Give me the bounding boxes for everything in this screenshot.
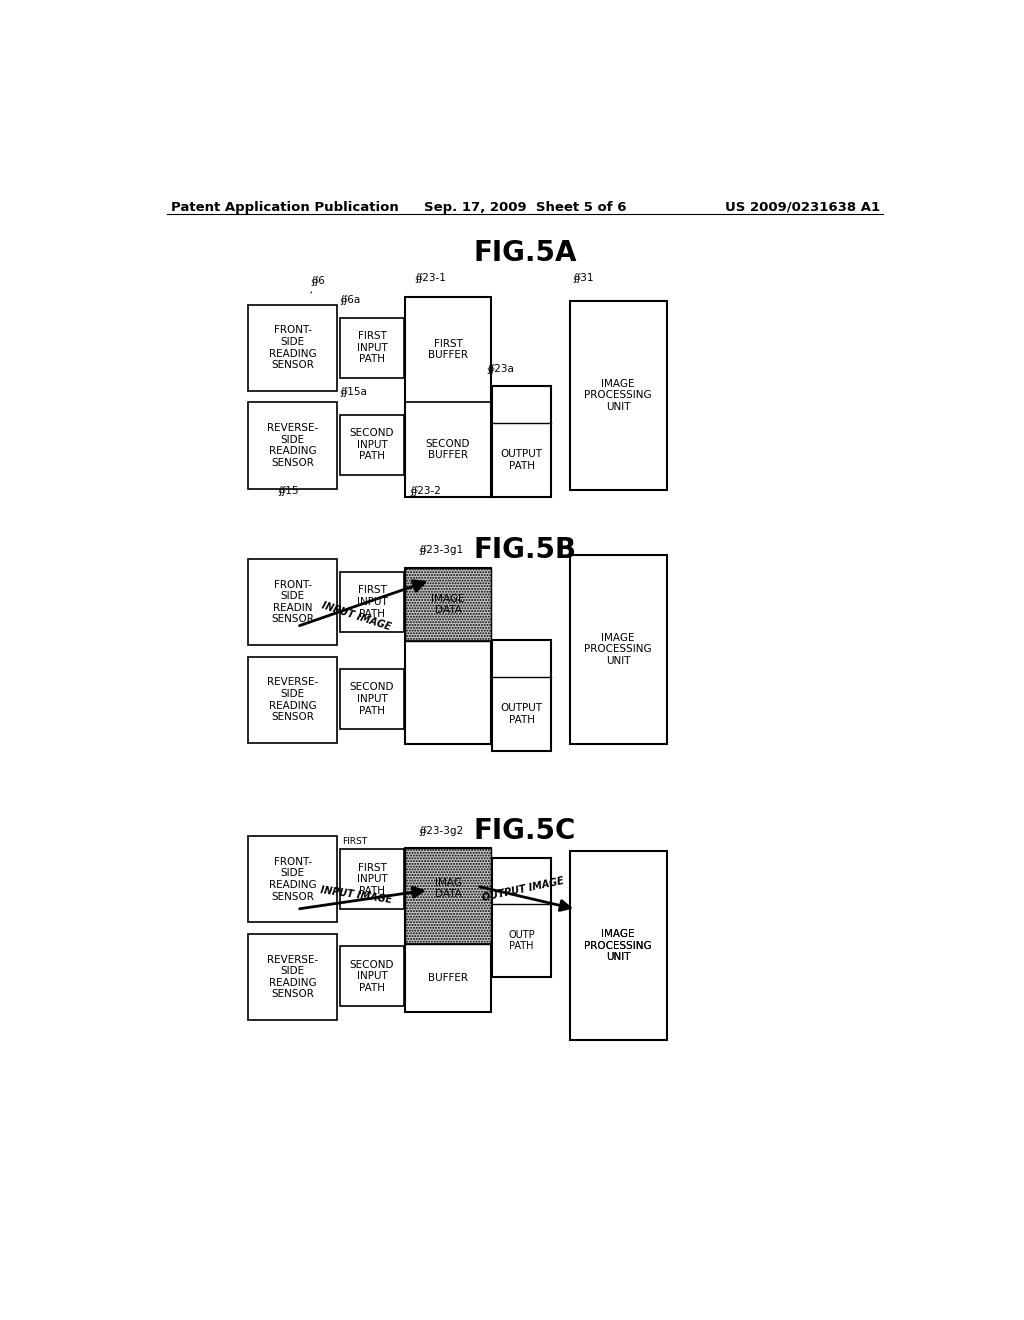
Text: ∯23a: ∯23a	[486, 364, 515, 374]
Text: FRONT-
SIDE
READING
SENSOR: FRONT- SIDE READING SENSOR	[269, 326, 316, 370]
Bar	[493, 385, 551, 498]
Bar	[340, 572, 403, 632]
Bar	[406, 297, 490, 498]
Text: IMAG
DATA: IMAG DATA	[434, 878, 462, 899]
Text: REVERSE-
SIDE
READING
SENSOR: REVERSE- SIDE READING SENSOR	[267, 954, 318, 999]
Text: IMAGE
PROCESSING
UNIT: IMAGE PROCESSING UNIT	[585, 929, 652, 962]
Text: FRONT-
SIDE
READING
SENSOR: FRONT- SIDE READING SENSOR	[269, 857, 316, 902]
Bar	[248, 558, 337, 645]
Text: FIG.5B: FIG.5B	[473, 536, 577, 564]
Text: IMAGE
PROCESSING
UNIT: IMAGE PROCESSING UNIT	[585, 379, 652, 412]
Text: OUTPUT
PATH: OUTPUT PATH	[501, 704, 543, 725]
Text: SECOND
BUFFER: SECOND BUFFER	[426, 438, 470, 461]
Bar	[340, 946, 403, 1006]
Text: INPUT IMAGE: INPUT IMAGE	[321, 601, 392, 632]
Text: US 2009/0231638 A1: US 2009/0231638 A1	[725, 201, 880, 214]
Text: OUTPUT
PATH: OUTPUT PATH	[501, 449, 543, 471]
Text: FRONT-
SIDE
READIN
SENSOR: FRONT- SIDE READIN SENSOR	[271, 579, 314, 624]
Text: ∯15a: ∯15a	[340, 387, 368, 397]
Text: SECOND
INPUT
PATH: SECOND INPUT PATH	[350, 682, 394, 715]
Text: REVERSE-
SIDE
READING
SENSOR: REVERSE- SIDE READING SENSOR	[267, 424, 318, 469]
Text: ∯6a: ∯6a	[340, 294, 360, 305]
Text: ∯23-3g2: ∯23-3g2	[419, 826, 464, 836]
Text: ∯23-2: ∯23-2	[410, 486, 441, 496]
Text: SECOND
INPUT
PATH: SECOND INPUT PATH	[350, 428, 394, 462]
Text: IMAGE
PROCESSING
UNIT: IMAGE PROCESSING UNIT	[585, 929, 652, 962]
Text: ∯15: ∯15	[278, 486, 299, 496]
Bar	[248, 305, 337, 391]
Text: ∯31: ∯31	[572, 273, 594, 284]
Bar	[569, 554, 667, 743]
Bar	[340, 318, 403, 378]
Text: IMAGE
DATA: IMAGE DATA	[431, 594, 465, 615]
Text: OUTPUT IMAGE: OUTPUT IMAGE	[481, 876, 565, 903]
Bar	[406, 568, 490, 743]
Text: IMAGE
PROCESSING
UNIT: IMAGE PROCESSING UNIT	[585, 632, 652, 665]
Text: FIRST
INPUT
PATH: FIRST INPUT PATH	[356, 862, 387, 896]
Bar	[248, 656, 337, 743]
Bar	[248, 933, 337, 1020]
Text: REVERSE-
SIDE
READING
SENSOR: REVERSE- SIDE READING SENSOR	[267, 677, 318, 722]
Text: FIG.5C: FIG.5C	[474, 817, 575, 845]
Text: INPUT IMAGE: INPUT IMAGE	[321, 886, 393, 906]
Bar	[340, 849, 403, 909]
Text: SECOND
INPUT
PATH: SECOND INPUT PATH	[350, 960, 394, 993]
Bar	[569, 301, 667, 490]
Bar	[248, 836, 337, 923]
Bar	[406, 849, 490, 944]
Bar	[493, 858, 551, 977]
Text: Patent Application Publication: Patent Application Publication	[171, 201, 398, 214]
Text: OUTP
PATH: OUTP PATH	[508, 929, 535, 952]
Bar	[569, 851, 667, 1040]
Bar	[493, 640, 551, 751]
Text: ∯6: ∯6	[310, 276, 325, 286]
Text: FIRST: FIRST	[342, 837, 367, 846]
Bar	[406, 849, 490, 1011]
Text: BUFFER: BUFFER	[428, 973, 468, 982]
Text: FIRST
INPUT
PATH: FIRST INPUT PATH	[356, 585, 387, 619]
Bar	[340, 414, 403, 475]
Text: Sep. 17, 2009  Sheet 5 of 6: Sep. 17, 2009 Sheet 5 of 6	[424, 201, 626, 214]
Text: FIG.5A: FIG.5A	[473, 239, 577, 267]
Bar	[248, 403, 337, 488]
Text: ∯23-3g1: ∯23-3g1	[419, 545, 464, 554]
Text: FIRST
INPUT
PATH: FIRST INPUT PATH	[356, 331, 387, 364]
Bar	[340, 669, 403, 729]
Text: FIRST
BUFFER: FIRST BUFFER	[428, 338, 468, 360]
Bar	[406, 568, 490, 642]
Text: ∯23-1: ∯23-1	[415, 273, 446, 284]
